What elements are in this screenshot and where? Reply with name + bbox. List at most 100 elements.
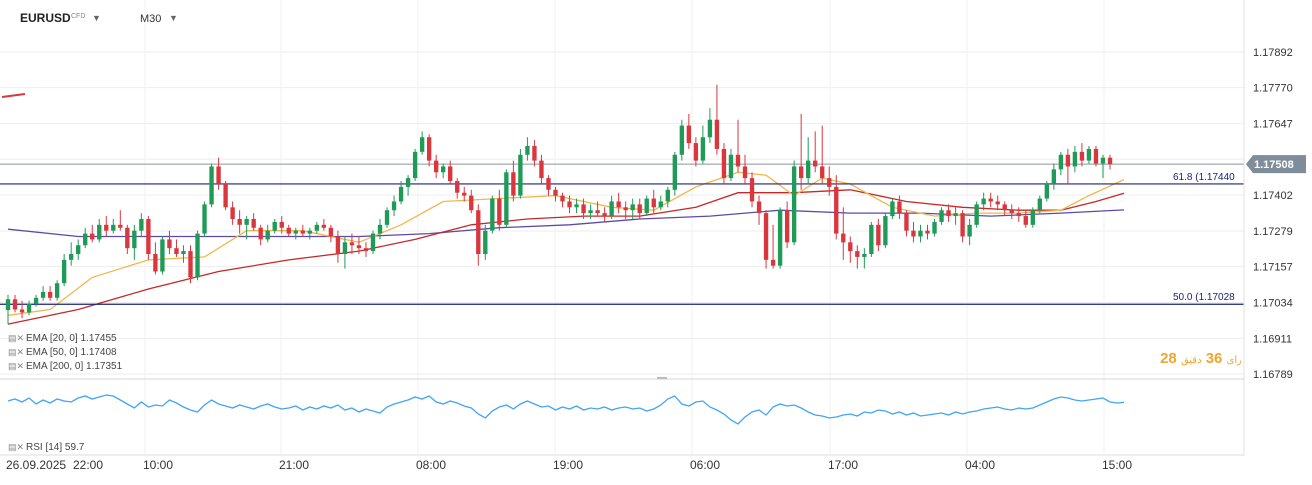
watermark: 28 رای 36 دقیق	[1160, 350, 1242, 367]
candle-body	[356, 245, 362, 249]
candle-body	[855, 251, 860, 257]
legend-ema50-text: EMA [50, 0] 1.17408	[26, 347, 117, 358]
candle-body	[813, 160, 818, 167]
candle-body	[405, 178, 411, 187]
candle-body	[777, 210, 783, 266]
candle-body	[791, 166, 797, 243]
candle-body	[1023, 216, 1028, 225]
candle-body	[1009, 210, 1014, 214]
candle-body	[1037, 198, 1042, 211]
price-tick-label: 1.17402	[1253, 190, 1293, 202]
candle-body	[686, 125, 692, 144]
candle-body	[525, 146, 530, 155]
candle-body	[441, 166, 446, 173]
candle-body	[19, 309, 25, 313]
price-axis-bg	[1244, 0, 1312, 480]
candle-body	[763, 213, 769, 260]
candle-body	[749, 178, 755, 202]
time-axis-label: 17:00	[828, 458, 858, 472]
candle-body	[61, 259, 67, 284]
candle-body	[26, 303, 32, 313]
candle-body	[258, 227, 263, 240]
candle-body	[377, 224, 383, 234]
candle-body	[904, 213, 909, 231]
timeframe-dropdown-icon[interactable]: ▼	[169, 13, 178, 23]
candle-body	[651, 198, 656, 208]
candle-body	[574, 204, 579, 208]
candle-body	[307, 230, 312, 234]
candle-body	[672, 154, 677, 190]
indicator-menu-icon[interactable]: ▤✕	[8, 442, 25, 452]
candle-body	[511, 172, 516, 196]
candle-body	[827, 178, 832, 187]
candle-body	[862, 254, 867, 257]
legend-rsi[interactable]: ▤✕ RSI [14] 59.7	[8, 442, 84, 453]
symbol-selector[interactable]: EURUSD	[20, 11, 71, 25]
rsi-panel: 70.030.0	[7, 387, 1274, 439]
candle-body	[834, 186, 839, 234]
candle-body	[251, 218, 256, 228]
candle-body	[68, 254, 74, 260]
candle-body	[370, 233, 376, 252]
candle-body	[560, 195, 565, 202]
legend-ema50[interactable]: ▤✕ EMA [50, 0] 1.17408	[8, 347, 117, 358]
candle-body	[272, 221, 277, 231]
price-tick-label: 1.17770	[1253, 83, 1293, 95]
candle-body	[5, 299, 11, 311]
candle-body	[1044, 183, 1050, 199]
candle-body	[946, 210, 951, 217]
candle-body	[841, 233, 846, 243]
candle-body	[476, 210, 481, 255]
candle-body	[616, 201, 621, 208]
candle-body	[784, 210, 790, 243]
watermark-num2: 36	[1205, 350, 1223, 367]
candle-body	[539, 160, 544, 179]
candle-body	[398, 186, 404, 202]
candle-body	[111, 224, 116, 231]
candle-body	[714, 119, 720, 149]
legend-ema200-text: EMA [200, 0] 1.17351	[26, 361, 123, 372]
legend-ema20[interactable]: ▤✕ EMA [20, 0] 1.17455	[8, 333, 117, 344]
indicator-menu-icon[interactable]: ▤✕	[8, 361, 25, 371]
candle-body	[195, 233, 200, 278]
candle-body	[518, 154, 523, 196]
indicator-menu-icon[interactable]: ▤✕	[8, 333, 25, 343]
candle-body	[33, 297, 39, 304]
candle-body	[469, 195, 474, 211]
current-price-tag	[1246, 155, 1306, 174]
candle-body	[1030, 210, 1035, 225]
candle-body	[97, 224, 102, 240]
legend-ema200[interactable]: ▤✕ EMA [200, 0] 1.17351	[8, 361, 122, 372]
candle-body	[83, 233, 88, 246]
candle-body	[883, 216, 888, 246]
candle-body	[286, 227, 291, 234]
candle-body	[546, 178, 551, 190]
candle-body	[595, 210, 600, 214]
candle-body	[118, 224, 123, 228]
candle-body	[960, 213, 965, 237]
candle-body	[756, 201, 762, 214]
candle-body	[265, 230, 270, 240]
candle-body	[462, 192, 467, 196]
symbol-dropdown-icon[interactable]: ▼	[92, 13, 101, 23]
time-axis-label: 22:00	[73, 458, 103, 472]
candle-body	[1093, 148, 1099, 164]
legend-ema20-text: EMA [20, 0] 1.17455	[26, 333, 117, 344]
time-axis-label: 26.09.2025	[6, 458, 66, 472]
candle-body	[47, 291, 53, 298]
indicator-menu-icon[interactable]: ▤✕	[8, 347, 25, 357]
candle-body	[728, 154, 734, 179]
candle-body	[12, 299, 18, 310]
candle-body	[300, 230, 305, 234]
candle-body	[630, 204, 635, 211]
fibonacci-lines[interactable]: 61.8 (1.17440 50.0 (1.17028	[0, 163, 1244, 305]
candle-body	[1051, 169, 1057, 184]
candle-body	[679, 125, 685, 155]
timeframe-selector[interactable]: M30	[140, 13, 162, 25]
ema20-line	[7, 171, 1125, 316]
candle-body	[279, 221, 284, 228]
candle-body	[1016, 213, 1021, 217]
candle-body	[40, 291, 46, 298]
